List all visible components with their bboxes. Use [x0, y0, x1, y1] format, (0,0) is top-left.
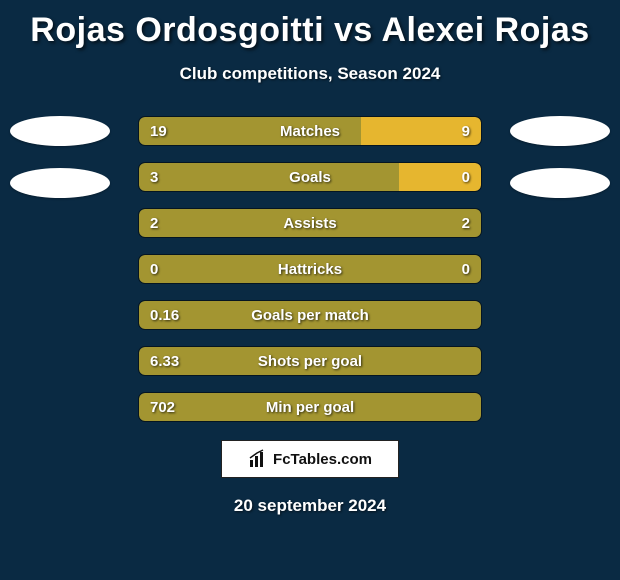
photo-placeholder-icon — [10, 168, 110, 198]
stat-label: Assists — [139, 209, 481, 238]
page-title: Rojas Ordosgoitti vs Alexei Rojas — [0, 0, 620, 50]
chart-icon — [248, 449, 268, 469]
stat-row: 6.33Shots per goal — [138, 346, 482, 376]
comparison-chart: 199Matches 30Goals 22Assists 00Hattricks 0.1… — [0, 116, 620, 422]
photo-placeholder-icon — [510, 168, 610, 198]
stat-label: Shots per goal — [139, 347, 481, 376]
stat-row: 702Min per goal — [138, 392, 482, 422]
stat-row: 00Hattricks — [138, 254, 482, 284]
logo-text: FcTables.com — [273, 451, 372, 468]
player-photo-left — [10, 116, 110, 216]
stat-label: Goals per match — [139, 301, 481, 330]
photo-placeholder-icon — [510, 116, 610, 146]
stat-label: Matches — [139, 117, 481, 146]
stat-rows: 199Matches 30Goals 22Assists 00Hattricks 0.1… — [138, 116, 482, 422]
stat-row: 199Matches — [138, 116, 482, 146]
stat-row: 22Assists — [138, 208, 482, 238]
photo-placeholder-icon — [10, 116, 110, 146]
date-text: 20 september 2024 — [0, 496, 620, 516]
stat-label: Min per goal — [139, 393, 481, 422]
stat-label: Hattricks — [139, 255, 481, 284]
stat-label: Goals — [139, 163, 481, 192]
player-photo-right — [510, 116, 610, 216]
stat-row: 30Goals — [138, 162, 482, 192]
source-logo[interactable]: FcTables.com — [221, 440, 399, 478]
subtitle: Club competitions, Season 2024 — [0, 64, 620, 84]
stat-row: 0.16Goals per match — [138, 300, 482, 330]
